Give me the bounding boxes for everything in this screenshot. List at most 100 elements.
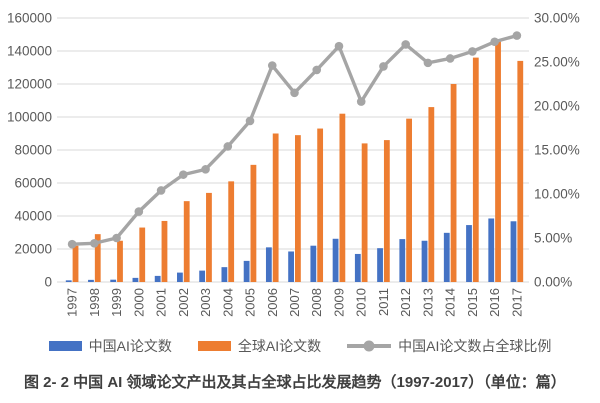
x-axis-tick-2006: 2006	[265, 288, 280, 317]
chart-legend: 中国AI论文数 全球AI论文数 中国AI论文数占全球比例	[0, 336, 600, 356]
bar-global-2006	[272, 133, 279, 282]
ratio-marker-2008	[312, 65, 322, 75]
right-axis-tick-25.00pct: 25.00%	[534, 55, 580, 70]
ratio-marker-2009	[334, 41, 344, 51]
bar-global-2016	[495, 39, 501, 283]
bar-china-2012	[399, 239, 406, 282]
legend-swatch-global-bar	[197, 341, 231, 351]
bar-global-2008	[317, 128, 324, 282]
bar-china-2005	[243, 260, 250, 282]
ratio-marker-2004	[223, 142, 233, 151]
x-axis-tick-2004: 2004	[220, 288, 235, 317]
bar-china-2015	[466, 225, 472, 282]
ratio-marker-2013	[423, 58, 433, 68]
bar-china-1997	[65, 280, 72, 282]
x-axis-tick-2002: 2002	[176, 288, 191, 317]
ratio-marker-2015	[468, 47, 477, 56]
bar-china-2006	[265, 247, 272, 282]
left-axis-tick-40000: 40000	[14, 209, 52, 224]
x-axis-tick-2003: 2003	[198, 288, 213, 317]
legend-item-china-papers: 中国AI论文数	[48, 336, 172, 356]
bar-global-2001	[161, 220, 168, 282]
bar-global-2014	[450, 84, 457, 282]
legend-swatch-ratio-line	[347, 340, 392, 352]
bar-china-2000	[132, 277, 139, 282]
ratio-marker-2016	[490, 37, 499, 47]
x-axis-tick-2000: 2000	[131, 288, 146, 317]
x-axis-tick-2011: 2011	[376, 288, 391, 316]
ratio-marker-2014	[445, 54, 455, 63]
ratio-marker-2007	[290, 88, 299, 98]
x-axis-tick-2014: 2014	[443, 288, 458, 317]
bar-china-2011	[377, 248, 383, 282]
ratio-marker-1998	[90, 238, 99, 248]
bar-china-2003	[199, 270, 206, 282]
combo-chart-plot-area: 0 20000 40000 60000 80000 100000 120000 140000 1…	[7, 11, 580, 317]
bar-china-2010	[354, 253, 361, 282]
bar-china-2013	[421, 240, 428, 282]
x-axis-tick-1999: 1999	[109, 288, 124, 317]
legend-swatch-china-bar	[48, 341, 82, 351]
bar-global-1997	[72, 245, 79, 282]
bar-global-2017	[517, 60, 524, 283]
ratio-marker-2000	[134, 207, 144, 216]
x-axis-tick-2012: 2012	[398, 288, 413, 317]
legend-item-global-papers: 全球AI论文数	[197, 336, 321, 356]
bar-global-2000	[139, 227, 146, 282]
bar-global-2007	[295, 135, 301, 282]
bar-china-2014	[443, 232, 450, 282]
bar-global-2002	[183, 201, 190, 282]
left-axis-tick-100000: 100000	[7, 110, 52, 125]
ratio-marker-2005	[245, 116, 255, 126]
bar-china-2009	[332, 238, 339, 282]
bar-china-2016	[488, 218, 495, 282]
x-axis-tick-2017: 2017	[509, 288, 524, 317]
legend-ratio-dot-icon	[363, 340, 375, 352]
bar-china-2001	[154, 275, 161, 282]
right-axis-tick-10.00pct: 10.00%	[534, 187, 580, 202]
x-axis-tick-2013: 2013	[420, 288, 435, 317]
x-axis-tick-2007: 2007	[287, 288, 302, 317]
x-axis-tick-2005: 2005	[243, 288, 258, 317]
legend-item-china-share-ratio: 中国AI论文数占全球比例	[347, 336, 551, 356]
ratio-marker-2010	[356, 97, 366, 106]
x-axis-tick-2008: 2008	[309, 288, 324, 317]
ratio-marker-2003	[201, 165, 210, 174]
ratio-marker-2006	[267, 61, 277, 70]
bar-global-2011	[383, 140, 390, 282]
bar-global-2003	[206, 192, 212, 282]
ratio-marker-2001	[156, 186, 166, 195]
right-axis-tick-20.00pct: 20.00%	[534, 99, 580, 114]
bar-china-1999	[110, 279, 117, 282]
bar-global-2013	[428, 107, 435, 282]
left-axis-tick-20000: 20000	[14, 242, 52, 257]
ratio-marker-2002	[179, 170, 188, 179]
bar-china-1998	[88, 279, 94, 282]
x-axis-tick-1998: 1998	[87, 288, 102, 317]
bar-china-2004	[221, 267, 228, 282]
bar-global-2010	[361, 143, 368, 282]
x-axis-tick-2001: 2001	[154, 288, 169, 317]
left-axis-tick-160000: 160000	[7, 11, 52, 26]
ratio-marker-2012	[401, 40, 410, 49]
bar-global-2015	[472, 57, 479, 282]
legend-label-china-share-ratio: 中国AI论文数占全球比例	[398, 338, 552, 354]
right-axis-tick-15.00pct: 15.00%	[534, 143, 580, 158]
bar-china-2017	[510, 221, 517, 282]
bar-china-2007	[288, 251, 294, 282]
figure-caption: 图 2- 2 中国 AI 领域论文产出及其占全球占比发展趋势（1997-2017…	[24, 374, 566, 391]
bar-china-2002	[177, 272, 183, 282]
bar-global-2009	[339, 113, 346, 282]
left-axis-tick-120000: 120000	[7, 77, 52, 92]
x-axis-tick-2010: 2010	[354, 288, 369, 317]
ratio-marker-1997	[67, 239, 77, 249]
right-axis-tick-30.00pct: 30.00%	[534, 11, 580, 26]
left-axis-tick-140000: 140000	[7, 44, 52, 59]
x-axis-tick-2009: 2009	[331, 288, 346, 317]
bar-global-1999	[117, 240, 123, 282]
bar-global-2005	[250, 164, 257, 282]
ratio-marker-1999	[112, 233, 121, 243]
x-axis-tick-2015: 2015	[465, 288, 480, 317]
bar-china-2008	[310, 245, 317, 282]
